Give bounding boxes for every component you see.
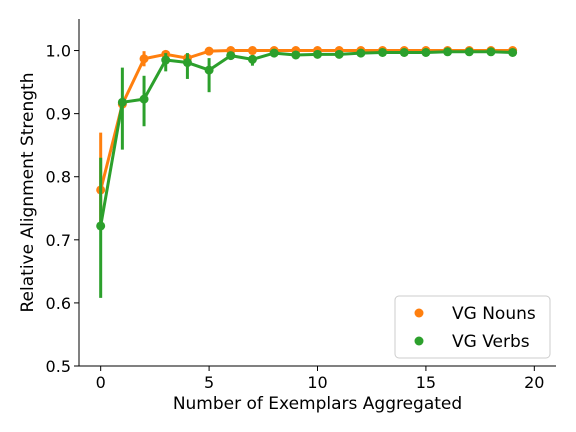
series-layer bbox=[96, 46, 518, 298]
data-point bbox=[139, 54, 149, 64]
data-point bbox=[464, 47, 474, 57]
legend-frame bbox=[394, 295, 551, 359]
data-point bbox=[226, 51, 236, 61]
data-point bbox=[117, 97, 127, 107]
series-line bbox=[99, 50, 513, 227]
x-tick-label: 5 bbox=[204, 373, 214, 392]
data-point bbox=[204, 46, 214, 56]
legend-label: VG Verbs bbox=[452, 332, 530, 352]
y-tick-label: 0.5 bbox=[46, 357, 71, 376]
x-axis-label: Number of Exemplars Aggregated bbox=[173, 394, 462, 414]
data-point bbox=[378, 47, 388, 57]
data-point bbox=[356, 48, 366, 58]
ticks-layer: 0 5 10 15 20 0.5 0.6 0.7 0.8 0.9 1.0 bbox=[46, 42, 545, 392]
y-tick-label: 0.6 bbox=[46, 294, 71, 313]
legend-label: VG Nouns bbox=[452, 304, 536, 324]
data-point bbox=[291, 50, 301, 60]
data-point bbox=[486, 47, 496, 57]
data-point bbox=[508, 47, 518, 57]
data-point bbox=[313, 49, 322, 59]
data-point bbox=[161, 55, 171, 65]
data-point bbox=[443, 47, 453, 57]
x-tick-label: 15 bbox=[416, 373, 436, 392]
y-tick-label: 0.7 bbox=[46, 231, 71, 250]
data-point bbox=[139, 94, 149, 104]
y-tick-label: 1.0 bbox=[46, 42, 71, 61]
legend: VG Nouns VG Verbs bbox=[394, 295, 551, 359]
data-point bbox=[269, 48, 279, 58]
data-point bbox=[96, 221, 106, 231]
legend-marker bbox=[414, 336, 424, 346]
legend-marker bbox=[414, 308, 424, 318]
data-point bbox=[421, 47, 431, 57]
data-point bbox=[334, 49, 344, 59]
data-point bbox=[247, 54, 257, 64]
y-tick-label: 0.9 bbox=[46, 105, 71, 124]
series-1 bbox=[96, 47, 518, 298]
y-axis-label: Relative Alignment Strength bbox=[18, 72, 38, 312]
x-tick-label: 0 bbox=[96, 373, 106, 392]
data-point bbox=[399, 47, 409, 57]
data-point bbox=[204, 65, 214, 75]
x-tick-label: 20 bbox=[524, 373, 544, 392]
series-line bbox=[99, 49, 513, 191]
y-tick-label: 0.8 bbox=[46, 168, 71, 187]
x-tick-label: 10 bbox=[307, 373, 327, 392]
data-point bbox=[182, 58, 192, 68]
data-point bbox=[247, 46, 257, 56]
